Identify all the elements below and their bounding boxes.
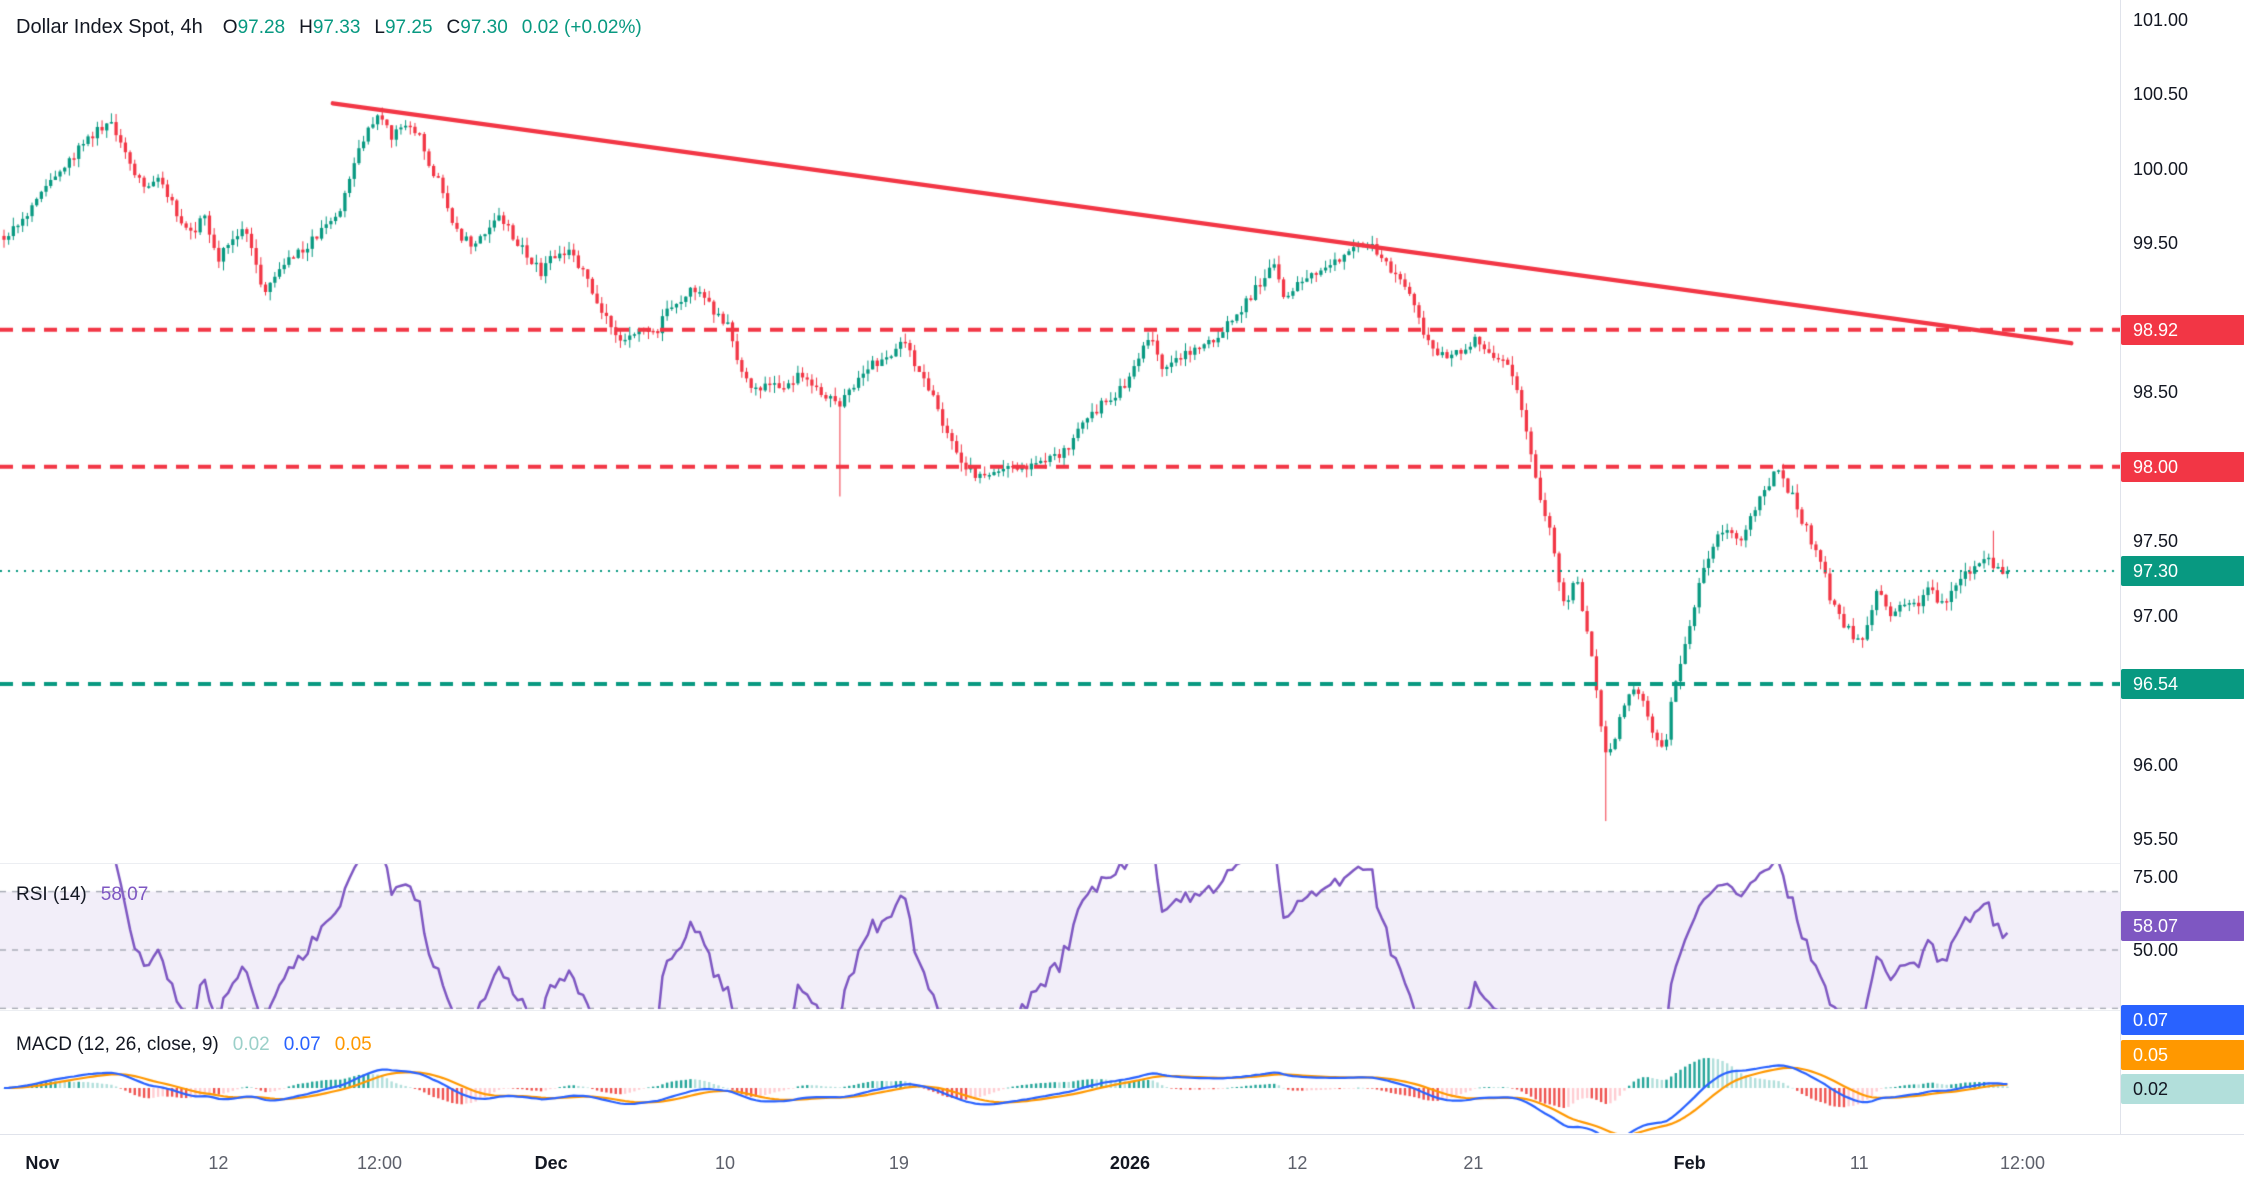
ohlc-open: O 97.28 — [223, 17, 285, 39]
ohlc-open-value: 97.28 — [237, 17, 286, 38]
time-axis-label: Feb — [1673, 1153, 1706, 1173]
price-axis-label: 100.50 — [2133, 84, 2189, 105]
time-axis-label: 21 — [1463, 1153, 1484, 1173]
rsi-value: 58.07 — [100, 884, 149, 905]
pane-separator-macd — [0, 1010, 2120, 1011]
ohlc-close-label: C — [446, 17, 461, 38]
ohlc-low-value: 97.25 — [384, 17, 433, 38]
time-axis-label: 10 — [715, 1153, 736, 1173]
rsi-axis-label: 50.00 — [2133, 940, 2179, 960]
price-axis-label: 96.00 — [2133, 754, 2179, 775]
price-level-badge-2: 97.30 — [2121, 555, 2244, 586]
price-axis-label: 97.50 — [2133, 531, 2179, 552]
ohlc-high-value: 97.33 — [312, 17, 361, 38]
price-level-badge-3: 96.54 — [2121, 669, 2244, 700]
time-axis-label: 12 — [208, 1153, 229, 1173]
price-axis-label: 99.50 — [2133, 233, 2179, 254]
macd-value-badge-1: 0.05 — [2121, 1040, 2244, 1070]
time-axis-label: 12:00 — [1999, 1153, 2045, 1173]
price-level-badge-1: 98.00 — [2121, 451, 2244, 482]
rsi-axis-label: 75.00 — [2133, 867, 2179, 887]
time-axis-label: 19 — [888, 1153, 909, 1173]
ohlc-low-label: L — [374, 17, 385, 38]
price-axis[interactable]: 101.00 100.50 100.00 99.50 98.50 97.50 97.00 96… — [2120, 0, 2244, 1134]
macd-value-badge-0: 0.07 — [2121, 1005, 2244, 1035]
macd-signal-value: 0.05 — [334, 1034, 372, 1055]
time-axis-label: 12:00 — [356, 1153, 402, 1173]
macd-value-badge-2: 0.02 — [2121, 1074, 2244, 1104]
ohlc-low: L 97.25 — [374, 17, 432, 39]
candlestick-chart-canvas[interactable] — [0, 0, 2120, 1134]
macd-line-value: 0.07 — [283, 1034, 321, 1055]
ohlc-open-label: O — [222, 17, 238, 38]
macd-label[interactable]: MACD (12, 26, close, 9) — [16, 1034, 219, 1055]
ohlc-high-label: H — [299, 17, 313, 38]
ohlc-close-value: 97.30 — [460, 17, 508, 38]
pane-separator-rsi — [0, 863, 2120, 864]
time-axis-label: 2026 — [1109, 1153, 1150, 1173]
time-axis-label: 11 — [1849, 1153, 1869, 1173]
time-axis-label: Dec — [534, 1153, 568, 1173]
price-axis-label: 97.00 — [2133, 605, 2179, 626]
price-axis-label: 95.50 — [2133, 828, 2179, 849]
rsi-legend: RSI (14) 58.07 — [16, 884, 148, 906]
rsi-value-badge: 58.07 — [2121, 911, 2244, 942]
price-level-badge-0: 98.92 — [2121, 314, 2244, 345]
time-axis-label: Nov — [25, 1153, 60, 1173]
rsi-label[interactable]: RSI (14) — [16, 884, 87, 905]
macd-legend: MACD (12, 26, close, 9) 0.02 0.07 0.05 — [16, 1034, 372, 1056]
symbol-legend: Dollar Index Spot, 4h O 97.28 H 97.33 L … — [16, 16, 642, 39]
ohlc-high: H 97.33 — [299, 17, 360, 39]
price-axis-label: 100.00 — [2133, 158, 2189, 179]
time-axis-label: 12 — [1287, 1153, 1308, 1173]
symbol-title[interactable]: Dollar Index Spot, 4h — [16, 16, 203, 38]
price-axis-label: 101.00 — [2133, 10, 2189, 30]
price-axis-label: 98.50 — [2133, 382, 2179, 403]
macd-hist-value: 0.02 — [232, 1034, 270, 1055]
time-axis[interactable]: Nov 12 12:00 Dec 10 19 2026 12 21 Feb 11 12:00 — [0, 1134, 2244, 1200]
ohlc-change: 0.02 (+0.02%) — [521, 17, 642, 38]
ohlc-close: C 97.30 — [447, 17, 508, 39]
